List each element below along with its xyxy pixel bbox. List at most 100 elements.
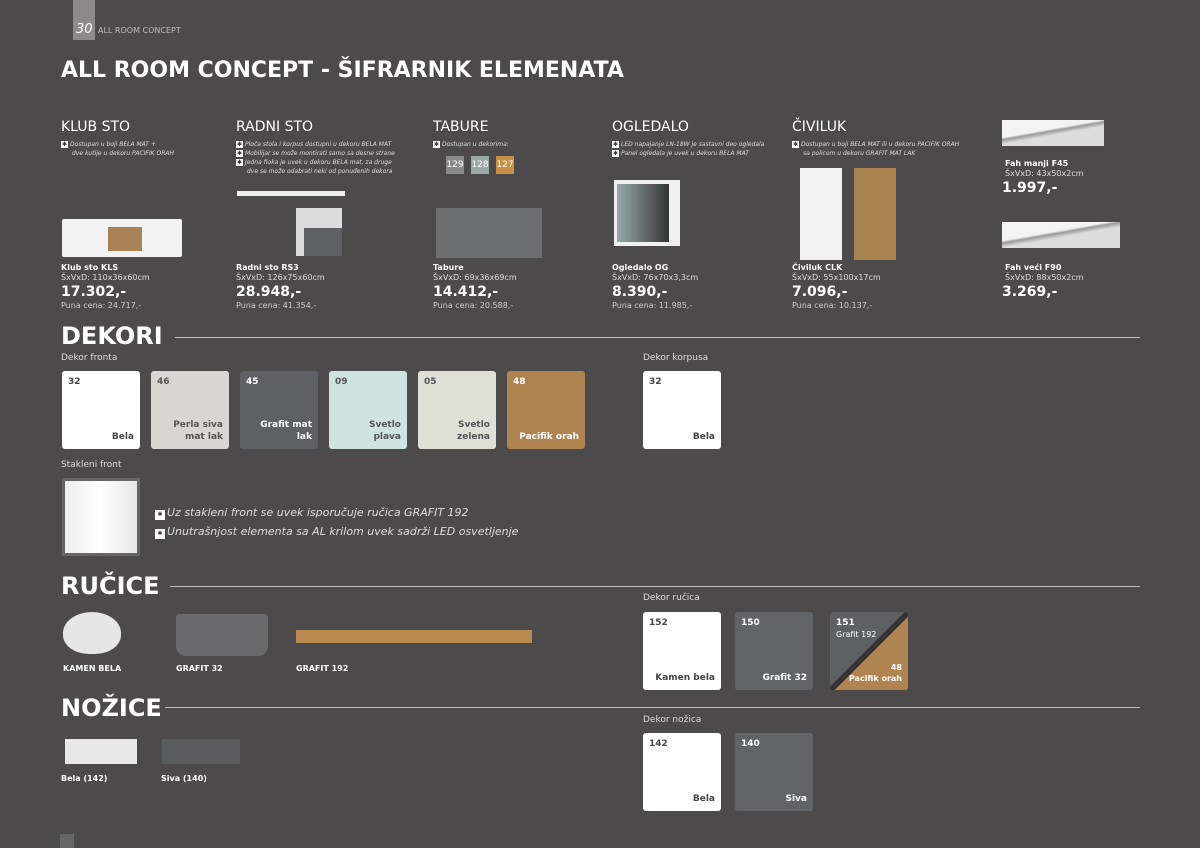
product-full-price: Puna cena: 24.717,- <box>61 301 142 310</box>
swatch-150[interactable]: 150 Grafit 32 <box>735 612 813 690</box>
product-notes: ✱ Dostupan u dekorima: <box>433 140 618 149</box>
note-line: ✱ Ploča stola i korpus dostupni u dekoru … <box>236 141 392 148</box>
leg-label: Siva (140) <box>161 774 207 783</box>
product-name: Klub sto KLS <box>61 263 119 272</box>
ogledalo-image <box>614 180 680 246</box>
product-price: 28.948,- <box>236 284 302 300</box>
handle-label: KAMEN BELA <box>63 664 122 673</box>
product-dims: ŠxVxD: 126x75x60cm <box>236 273 325 282</box>
note-line: ✱ Mobilijar se može montirati samo sa des… <box>236 150 395 157</box>
product-price: 14.412,- <box>433 284 499 300</box>
note-line: ✱ Panel ogledala je uvek u dekoru BELA MA… <box>612 150 749 157</box>
swatch-142[interactable]: 142 Bela <box>643 733 721 811</box>
divider <box>165 707 1140 708</box>
dekor-nozica-label: Dekor nožica <box>643 715 702 725</box>
dekor-fronta-label: Dekor fronta <box>61 353 118 363</box>
swatch-05[interactable]: 05 Svetlo zelena <box>418 371 496 449</box>
swatch-32[interactable]: 32 Bela <box>643 371 721 449</box>
handle-grafit-32-image <box>176 614 268 656</box>
section-rucice: RUČICE <box>61 572 160 600</box>
handle-kamen-bela-image <box>63 612 121 654</box>
brand-label: ALL ROOM CONCEPT <box>98 26 181 35</box>
note-line: dve kutije u dekoru PACIFIK ORAH <box>72 150 175 157</box>
product-dims: ŠxVxD: 55x100x17cm <box>792 273 881 282</box>
product-heading: RADNI STO <box>236 119 314 135</box>
glass-front-swatch <box>62 478 140 556</box>
page-corner-icon <box>60 834 74 848</box>
shelf-price: 1.997,- <box>1002 180 1058 196</box>
product-notes: ✱ LED napajanje LN-18W je sastavni deo og… <box>612 140 797 158</box>
swatch-48[interactable]: 48 Pacifik orah <box>507 371 585 449</box>
product-notes: ✱ Dostupan u boji BELA MAT ili u dekoru P… <box>792 140 977 158</box>
note-line: ✱ Dostupan u boji BELA MAT ili u dekoru P… <box>792 141 960 148</box>
product-price: 8.390,- <box>612 284 668 300</box>
product-full-price: Puna cena: 11.985,- <box>612 301 693 310</box>
divider <box>175 337 1140 338</box>
glass-note: ✱ Uz stakleni front se uvek isporučuje ru… <box>155 503 518 522</box>
product-heading: OGLEDALO <box>612 119 689 135</box>
klub-sto-image <box>62 219 182 257</box>
shelf-dims: ŠxVxD: 88x50x2cm <box>1005 273 1084 282</box>
swatch-32[interactable]: 32 Bela <box>62 371 140 449</box>
note-line: ✱ Jedna fioka je uvek u dekoru BELA mat, … <box>236 159 392 166</box>
shelf-name: Fah manji F45 <box>1005 159 1069 168</box>
handle-label: GRAFIT 32 <box>176 664 223 673</box>
product-full-price: Puna cena: 41.354,- <box>236 301 317 310</box>
divider <box>170 586 1140 587</box>
product-price: 17.302,- <box>61 284 127 300</box>
product-heading: TABURE <box>433 119 489 135</box>
page-title: ALL ROOM CONCEPT - ŠIFRARNIK ELEMENATA <box>61 58 624 83</box>
decor-chip-128: 128 <box>471 156 489 174</box>
glass-note: ✱ Unutrašnjost elementa sa AL krilom uvek… <box>155 522 518 541</box>
swatch-45[interactable]: 45 Grafit mat lak <box>240 371 318 449</box>
leg-siva-image <box>162 739 240 764</box>
product-full-price: Puna cena: 10.137,- <box>792 301 873 310</box>
stakleni-front-label: Stakleni front <box>61 460 122 470</box>
section-dekori: DEKORI <box>61 322 163 350</box>
fah-manji-image <box>1002 120 1104 146</box>
section-nozice: NOŽICE <box>61 694 162 722</box>
page-tab <box>73 0 95 40</box>
civiluk-bela-image <box>800 168 842 260</box>
product-dims: ŠxVxD: 69x36x69cm <box>433 273 517 282</box>
note-line: dve se može odabrati neki od ponuđenih d… <box>247 168 393 175</box>
product-dims: ŠxVxD: 110x36x60cm <box>61 273 150 282</box>
decor-chip-127: 127 <box>496 156 514 174</box>
page-number: 30 <box>76 22 93 37</box>
radni-sto-image <box>237 191 345 196</box>
leg-label: Bela (142) <box>61 774 108 783</box>
product-notes: ✱ Ploča stola i korpus dostupni u dekoru … <box>236 140 421 176</box>
swatch-140[interactable]: 140 Siva <box>735 733 813 811</box>
note-line: sa policom u dekoru GRAFIT MAT LAK <box>803 150 916 157</box>
fah-veci-image <box>1002 222 1120 248</box>
product-notes: ✱ Dostupan u boji BELA MAT + dve kutije u … <box>61 140 246 158</box>
shelf-price: 3.269,- <box>1002 284 1058 300</box>
note-line: ✱ LED napajanje LN-18W je sastavni deo og… <box>612 141 765 148</box>
handle-grafit-192-image <box>296 630 532 643</box>
swatch-46[interactable]: 46 Perla siva mat lak <box>151 371 229 449</box>
handle-label: GRAFIT 192 <box>296 664 349 673</box>
leg-bela-image <box>65 739 137 764</box>
tabure-image <box>436 208 542 258</box>
shelf-name: Fah veći F90 <box>1005 263 1062 272</box>
civiluk-orah-image <box>854 168 896 260</box>
swatch-152[interactable]: 152 Kamen bela <box>643 612 721 690</box>
dekor-rucica-label: Dekor ručica <box>643 593 700 603</box>
product-price: 7.096,- <box>792 284 848 300</box>
note-line: ✱ Dostupan u boji BELA MAT + <box>61 141 156 148</box>
product-name: Radni sto RS3 <box>236 263 299 272</box>
decor-chip-129: 129 <box>446 156 464 174</box>
radni-sto-cabinet <box>296 208 342 256</box>
shelf-dims: ŠxVxD: 43x50x2cm <box>1005 169 1084 178</box>
product-name: Ogledalo OG <box>612 263 669 272</box>
dekor-korpusa-label: Dekor korpusa <box>643 353 709 363</box>
product-full-price: Puna cena: 20.588,- <box>433 301 514 310</box>
product-heading: KLUB STO <box>61 119 131 135</box>
note-line: ✱ Dostupan u dekorima: <box>433 141 509 148</box>
product-dims: ŠxVxD: 76x70x3,3cm <box>612 273 699 282</box>
swatch-09[interactable]: 09 Svetlo plava <box>329 371 407 449</box>
product-heading: ČIVILUK <box>792 119 847 135</box>
swatch-151-48[interactable]: 151 Grafit 192 48 Pacifik orah <box>830 612 908 690</box>
product-name: Čiviluk CLK <box>792 263 843 272</box>
product-name: Tabure <box>433 263 464 272</box>
